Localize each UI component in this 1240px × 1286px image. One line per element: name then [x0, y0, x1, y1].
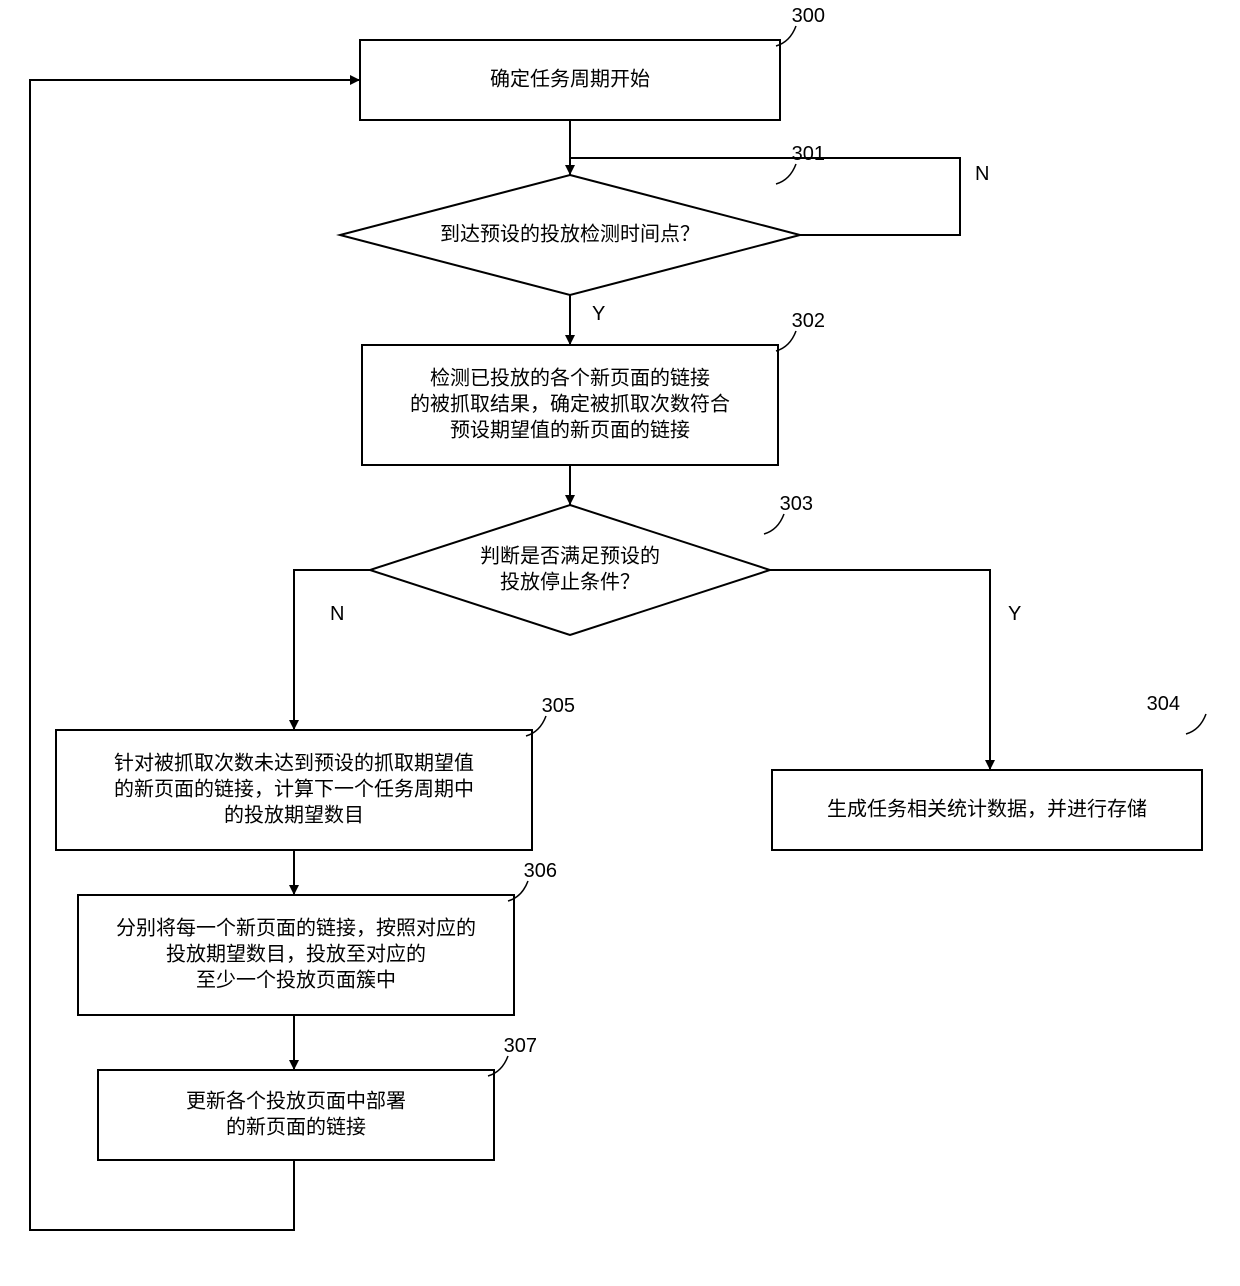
callout-label: 300: [792, 5, 825, 27]
callout-label: 307: [504, 1035, 537, 1057]
callout-label: 304: [1147, 693, 1180, 715]
svg-text:的新页面的链接，计算下一个任务周期中: 的新页面的链接，计算下一个任务周期中: [114, 777, 474, 800]
svg-text:判断是否满足预设的: 判断是否满足预设的: [480, 544, 660, 567]
edge-label: Y: [1008, 603, 1021, 625]
svg-text:针对被抓取次数未达到预设的抓取期望值: 针对被抓取次数未达到预设的抓取期望值: [114, 751, 474, 774]
edge-label: N: [975, 163, 989, 185]
svg-text:至少一个投放页面簇中: 至少一个投放页面簇中: [196, 968, 396, 991]
svg-text:到达预设的投放检测时间点？: 到达预设的投放检测时间点？: [440, 222, 700, 245]
callout-label: 305: [542, 695, 575, 717]
svg-text:预设期望值的新页面的链接: 预设期望值的新页面的链接: [450, 418, 690, 441]
edge-label: Y: [592, 303, 605, 325]
edge-label: N: [330, 603, 344, 625]
svg-text:的投放期望数目: 的投放期望数目: [224, 803, 364, 826]
callout-label: 303: [780, 493, 813, 515]
callout-label: 306: [524, 860, 557, 882]
svg-text:投放期望数目，投放至对应的: 投放期望数目，投放至对应的: [166, 942, 426, 965]
svg-text:分别将每一个新页面的链接，按照对应的: 分别将每一个新页面的链接，按照对应的: [116, 916, 476, 939]
svg-text:生成任务相关统计数据，并进行存储: 生成任务相关统计数据，并进行存储: [827, 797, 1147, 820]
callout-label: 301: [792, 143, 825, 165]
svg-text:确定任务周期开始: 确定任务周期开始: [490, 67, 650, 90]
svg-text:投放停止条件？: 投放停止条件？: [500, 570, 640, 593]
svg-text:检测已投放的各个新页面的链接: 检测已投放的各个新页面的链接: [430, 366, 710, 389]
svg-text:的新页面的链接: 的新页面的链接: [226, 1115, 366, 1138]
svg-text:更新各个投放页面中部署: 更新各个投放页面中部署: [186, 1089, 406, 1112]
callout-label: 302: [792, 310, 825, 332]
svg-text:的被抓取结果，确定被抓取次数符合: 的被抓取结果，确定被抓取次数符合: [410, 392, 730, 415]
